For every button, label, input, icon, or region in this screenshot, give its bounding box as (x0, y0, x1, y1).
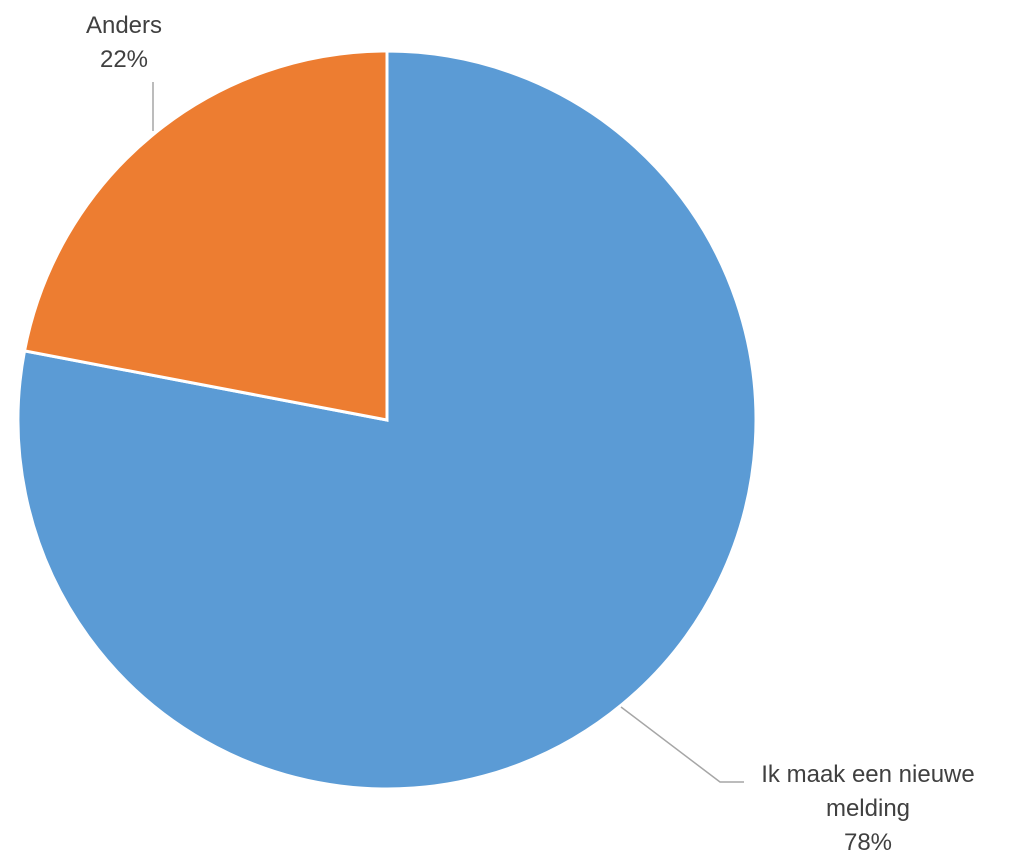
pie-slice-1 (22, 49, 389, 422)
data-label-category-1: Anders (86, 12, 162, 39)
pie-slices (16, 49, 758, 791)
data-label-percent-1: 22% (100, 46, 148, 73)
data-label-percent-0: 78% (844, 829, 892, 856)
data-label-category-0: Ik maak een nieuwe (761, 761, 974, 788)
pie-labels: Ik maak een nieuwe melding 78% Anders 22% (86, 12, 975, 856)
leader-line-0 (620, 706, 744, 783)
data-label-category-0: melding (826, 795, 910, 822)
